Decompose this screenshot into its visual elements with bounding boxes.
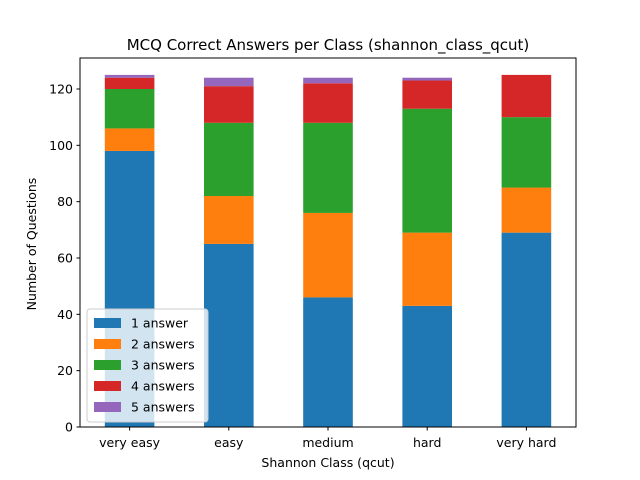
bar-segment: [402, 77, 452, 81]
x-axis-title: Shannon Class (qcut): [261, 455, 394, 470]
bars-layer: [104, 74, 552, 427]
y-tick-label: 40: [57, 307, 73, 322]
bar-segment: [104, 88, 155, 129]
bar-segment: [204, 196, 254, 244]
y-tick-label: 120: [49, 81, 73, 96]
y-tick-label: 0: [65, 420, 73, 435]
bar-segment: [204, 77, 254, 87]
legend-swatch: [94, 339, 121, 349]
x-tick-label: hard: [413, 435, 441, 450]
bar-segment: [303, 83, 353, 123]
bar-segment: [402, 80, 452, 109]
legend-label: 3 answers: [131, 358, 195, 373]
legend-label: 1 answer: [131, 316, 189, 331]
legend-box: [86, 308, 209, 423]
x-tick-label: easy: [214, 435, 244, 450]
x-tick-label: very hard: [496, 435, 556, 450]
bar-segment: [501, 74, 552, 118]
bar-segment: [104, 74, 155, 78]
legend-label: 5 answers: [131, 400, 195, 415]
bar-segment: [303, 77, 353, 84]
bar-segment: [303, 297, 353, 427]
legend-swatch: [94, 381, 121, 391]
y-tick-label: 80: [57, 194, 73, 209]
axes-layer: 0 20 40 60 80 100 120 very easy easy medium hard ve…: [49, 57, 577, 450]
bar-segment: [402, 232, 452, 306]
x-tick-label: medium: [302, 435, 353, 450]
bar-segment: [501, 187, 552, 233]
chart-title: MCQ Correct Answers per Class (shannon_c…: [127, 36, 530, 55]
bar-segment: [204, 122, 254, 197]
bar-segment: [303, 122, 353, 213]
legend-swatch: [94, 318, 121, 328]
y-axis-title: Number of Questions: [24, 178, 39, 311]
x-tick-label: very easy: [99, 435, 160, 450]
legend: 1 answer 2 answers 3 answers 4 answers 5 ans…: [86, 308, 209, 423]
y-tick-label: 100: [49, 138, 73, 153]
legend-swatch: [94, 360, 121, 370]
bar-segment: [402, 108, 452, 233]
bar-segment: [501, 117, 552, 188]
legend-swatch: [94, 402, 121, 412]
bar-segment: [104, 128, 155, 151]
y-tick-label: 20: [57, 363, 73, 378]
bar-segment: [204, 86, 254, 123]
bar-segment: [501, 232, 552, 427]
legend-label: 4 answers: [131, 379, 195, 394]
legend-label: 2 answers: [131, 337, 195, 352]
bar-segment: [204, 243, 254, 427]
bar-segment: [402, 305, 452, 427]
bar-segment: [104, 77, 155, 89]
y-tick-label: 60: [57, 250, 73, 265]
bar-segment: [303, 212, 353, 298]
